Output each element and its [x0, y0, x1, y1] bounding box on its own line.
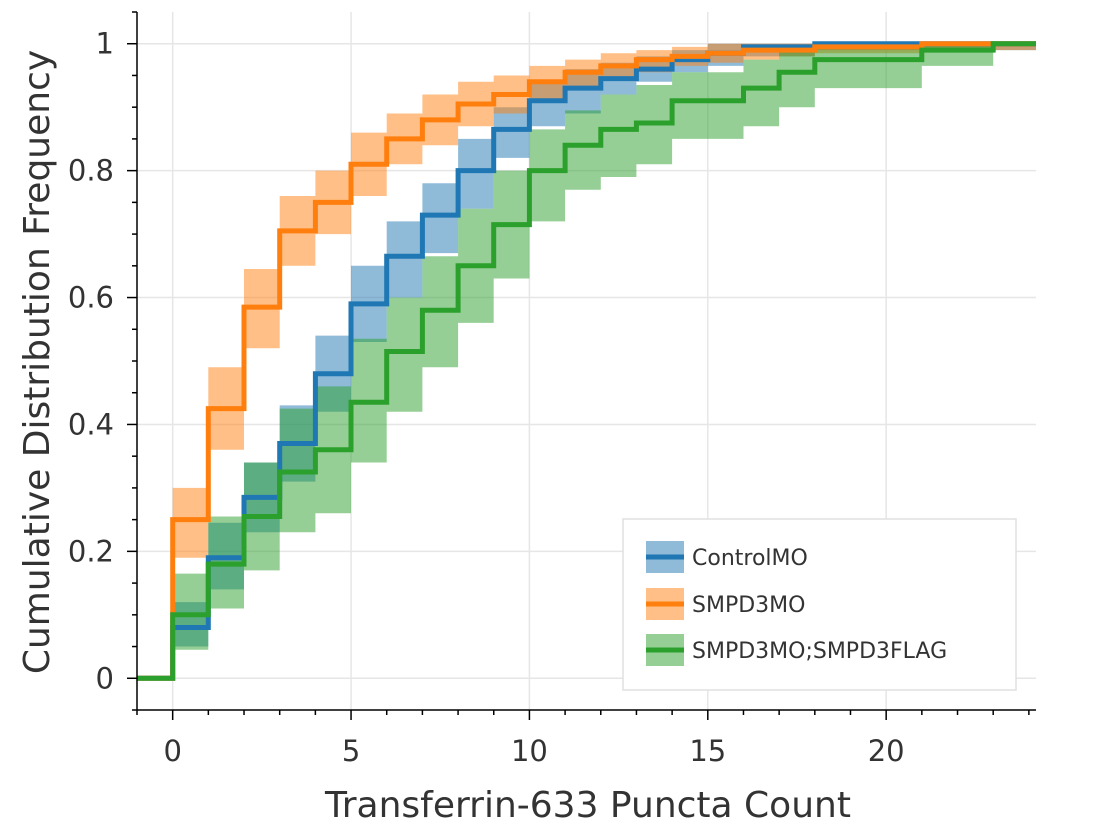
tick-marks — [127, 11, 1030, 720]
tick-labels: 0 5 10 15 20 0 0.2 0.4 0.6 0.8 1 — [68, 27, 905, 768]
y-tick-label: 0.2 — [68, 534, 114, 568]
legend-label-controlmo: ControlMO — [692, 546, 808, 571]
legend-label-smpd3mo: SMPD3MO — [692, 593, 805, 618]
x-tick-label: 10 — [511, 734, 548, 768]
y-tick-label: 0 — [96, 661, 114, 695]
line-smpd3mo-smpd3flag — [137, 41, 1036, 681]
legend-box — [622, 518, 1017, 691]
x-axis-label: Transferrin-633 Puncta Count — [324, 785, 851, 826]
band-controlmo — [172, 43, 1036, 647]
line-smpd3mo — [137, 41, 1036, 681]
x-tick-label: 5 — [342, 734, 360, 768]
x-tick-label: 20 — [868, 734, 905, 768]
x-tick-label: 15 — [689, 734, 726, 768]
series-lines — [137, 41, 1036, 681]
band-smpd3mo-smpd3flag — [172, 43, 1036, 650]
confidence-bands — [172, 43, 1036, 650]
legend: ControlMO SMPD3MO SMPD3MO;SMPD3FLAG — [622, 518, 1017, 691]
legend-label-smpd3mo-smpd3flag: SMPD3MO;SMPD3FLAG — [692, 639, 947, 664]
x-tick-label: 0 — [163, 734, 181, 768]
y-tick-label: 0.8 — [68, 154, 114, 188]
y-tick-label: 0.6 — [68, 281, 114, 315]
y-axis-label: Cumulative Distribution Frequency — [17, 50, 58, 674]
y-tick-label: 1 — [96, 27, 114, 61]
y-tick-label: 0.4 — [68, 407, 114, 441]
